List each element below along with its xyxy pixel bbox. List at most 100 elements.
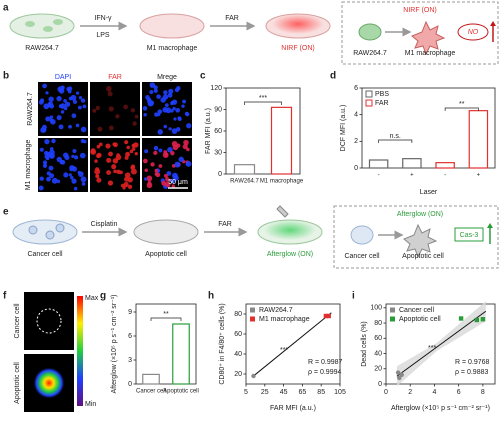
panel-label: e (3, 207, 9, 218)
marker-label: Cas-3 (460, 232, 479, 239)
nucleus (174, 161, 181, 168)
nucleus (163, 124, 168, 129)
cell (43, 26, 53, 32)
x-axis-label: Afterglow (×10⁵ p s⁻¹ cm⁻² sr⁻¹) (391, 405, 490, 412)
plot-frame (245, 303, 341, 385)
nucleus (81, 181, 86, 186)
nucleus (142, 158, 148, 164)
x-tick-label: - (444, 173, 446, 179)
nucleus (182, 99, 187, 104)
nucleus (58, 104, 63, 109)
nucleus (56, 115, 62, 121)
nucleus (113, 169, 117, 174)
nucleus (125, 151, 131, 157)
marker-ellipse (457, 23, 489, 41)
nucleus (181, 104, 185, 108)
y-tick-label: 120 (210, 85, 222, 92)
nucleus (134, 152, 138, 156)
nucleus (120, 183, 125, 188)
nucleus (168, 88, 174, 94)
nucleus (56, 95, 62, 102)
nucleus (111, 164, 117, 170)
y-tick-label: 3 (128, 357, 132, 364)
nucleus (146, 175, 153, 182)
nucleus (96, 177, 102, 183)
nucleus (75, 91, 80, 95)
glow (272, 14, 324, 34)
x-tick-label: 0 (384, 389, 388, 396)
significance-label: ** (163, 311, 169, 318)
box-title: NIRF (ON) (403, 7, 436, 14)
nucleus (171, 99, 178, 105)
nucleus (46, 171, 51, 176)
nucleus (63, 99, 67, 103)
image (24, 292, 74, 350)
column-label: Mrege (157, 74, 177, 81)
bar (368, 159, 389, 169)
nucleus (176, 86, 181, 91)
nucleus (175, 107, 181, 113)
nucleus (48, 96, 54, 102)
plot-frame (135, 303, 197, 385)
cell (55, 223, 65, 233)
dish (9, 13, 75, 39)
point (395, 370, 401, 375)
glow (264, 220, 316, 240)
point (458, 316, 464, 321)
arrow-label: Cisplatin (91, 221, 118, 228)
result-label: Afterglow (ON) (267, 251, 313, 258)
dish (12, 219, 78, 245)
dashed-box (333, 205, 499, 269)
annotation: R = 0.9768 (455, 359, 490, 366)
nucleus (80, 139, 85, 144)
point (326, 313, 331, 319)
nucleus (163, 173, 168, 178)
y-tick-label: 6 (128, 333, 132, 340)
legend-swatch (365, 99, 373, 107)
y-axis-label: CD80⁺ in F4/80⁺ cells (%) (219, 303, 226, 384)
nucleus (172, 106, 176, 111)
nucleus (105, 143, 111, 149)
nucleus (171, 128, 178, 134)
nucleus (75, 123, 80, 128)
nucleus (60, 110, 65, 114)
y-tick-label: 0 (378, 381, 382, 388)
nucleus (146, 182, 153, 189)
cell (45, 230, 55, 240)
cell-label: RAW264.7 (25, 45, 59, 52)
y-tick-label: 40 (374, 350, 382, 357)
arrow-label: IFN-γ (94, 15, 112, 22)
nucleus (123, 104, 129, 110)
nucleus (168, 127, 172, 131)
legend-label: Apoptotic cell (399, 316, 441, 323)
nucleus (161, 180, 167, 186)
nucleus (39, 147, 44, 152)
nucleus (185, 160, 192, 167)
nucleus (66, 86, 71, 92)
dish (133, 219, 199, 245)
y-tick-label: 100 (370, 305, 382, 312)
point (323, 313, 329, 319)
nucleus (90, 148, 97, 155)
nucleus (154, 112, 159, 117)
x-tick-label: 4 (432, 389, 436, 396)
point (251, 373, 256, 379)
annotation: R = 0.9987 (308, 359, 343, 366)
nucleus (94, 159, 98, 163)
x-tick-label: 5 (244, 389, 248, 396)
nucleus (107, 91, 113, 97)
cell-label: Cancer cell (27, 251, 62, 258)
y-tick-label: 60 (374, 335, 382, 342)
legend-swatch (365, 90, 373, 98)
schematic-a: RAW264.7 IFN-γ LPS M1 macrophage FAR NIR… (9, 1, 499, 65)
nucleus (48, 165, 54, 171)
x-tick-label: + (410, 173, 414, 179)
nucleus (80, 98, 86, 103)
x-tick-label: 25 (261, 389, 269, 396)
nucleus (171, 184, 176, 188)
bar (233, 164, 256, 175)
cell (53, 19, 63, 25)
nucleus (170, 178, 176, 184)
nucleus (107, 180, 114, 186)
legend-label: RAW264.7 (259, 307, 293, 314)
